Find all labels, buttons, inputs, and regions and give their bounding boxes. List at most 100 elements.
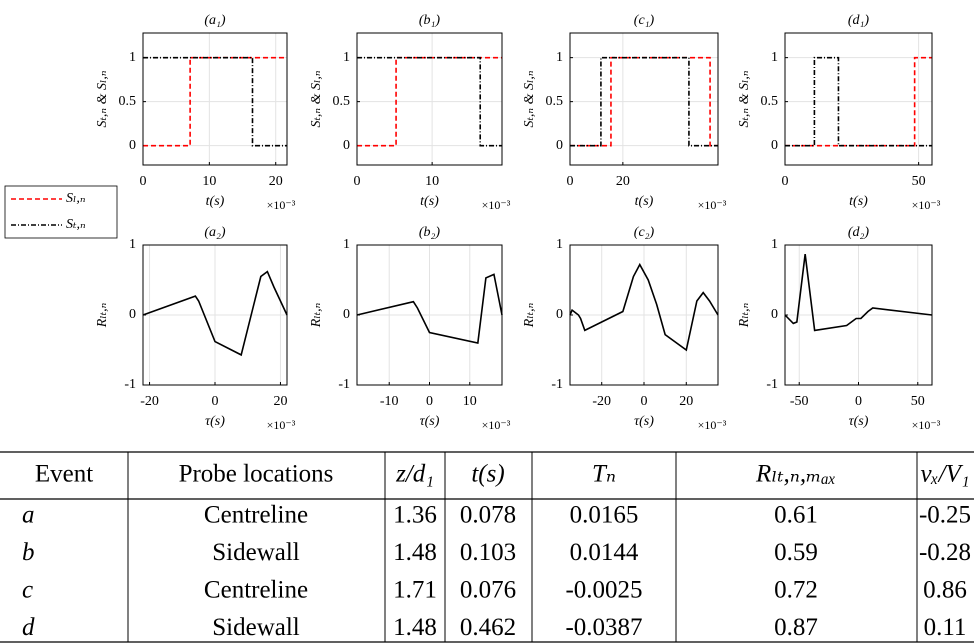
table-cell: b bbox=[22, 539, 35, 566]
chart-title: (a₁) bbox=[204, 13, 226, 28]
data-line bbox=[143, 56, 287, 147]
y-tick-label: 1 bbox=[556, 237, 563, 252]
chart-title: (b₁) bbox=[419, 13, 441, 28]
x-tick-label: 0 bbox=[426, 394, 433, 409]
x-multiplier: ×10⁻³ bbox=[912, 418, 941, 432]
x-multiplier: ×10⁻³ bbox=[912, 198, 941, 212]
x-multiplier: ×10⁻³ bbox=[267, 418, 296, 432]
table-cell: 0.0144 bbox=[570, 539, 639, 566]
y-tick-label: 1 bbox=[129, 237, 136, 252]
x-tick-label: 20 bbox=[269, 174, 283, 189]
table-cell: -0.0387 bbox=[565, 614, 642, 641]
table-cell: -0.25 bbox=[919, 502, 971, 529]
y-tick-label: 0 bbox=[129, 307, 136, 322]
chart-title: (a₂) bbox=[204, 225, 226, 240]
table-cell: Sidewall bbox=[212, 539, 300, 566]
data-line bbox=[143, 56, 287, 147]
y-tick-label: -1 bbox=[338, 377, 350, 392]
x-tick-label: 0 bbox=[212, 394, 219, 409]
y-axis-label: Rₗₜ,ₙ bbox=[95, 302, 110, 328]
x-tick-label: 20 bbox=[273, 394, 287, 409]
table-cell: 0.86 bbox=[923, 577, 967, 604]
chart-title: (c₂) bbox=[634, 225, 655, 240]
y-axis-label: Rₗₜ,ₙ bbox=[737, 302, 752, 328]
x-tick-label: -20 bbox=[592, 394, 611, 409]
x-axis-label: τ(s) bbox=[420, 414, 440, 429]
y-axis-label: Rₗₜ,ₙ bbox=[309, 302, 324, 328]
x-tick-label: 0 bbox=[354, 174, 361, 189]
y-tick-label: 0 bbox=[556, 138, 563, 153]
table-cell: Centreline bbox=[204, 577, 308, 604]
y-axis-label: Sₜ,ₙ & Sₗ,ₙ bbox=[522, 70, 537, 127]
y-tick-label: 0.5 bbox=[546, 94, 564, 109]
x-axis-label: t(s) bbox=[420, 194, 439, 209]
y-tick-label: 0.5 bbox=[119, 94, 137, 109]
table-cell: d bbox=[22, 614, 35, 641]
data-line bbox=[142, 270, 288, 357]
y-tick-label: -1 bbox=[551, 377, 563, 392]
table-header: Event bbox=[35, 461, 93, 488]
data-line bbox=[570, 56, 718, 147]
table: Event Probe locations z/d₁ t(s) Tₙ Rₗₜ,ₙ,ₘₐₓ v… bbox=[0, 451, 974, 643]
table-header: Probe locations bbox=[179, 461, 334, 488]
plot-frame bbox=[784, 244, 933, 386]
x-multiplier: ×10⁻³ bbox=[698, 418, 727, 432]
chart-title: (d₁) bbox=[848, 13, 870, 28]
y-tick-label: 0 bbox=[556, 307, 563, 322]
x-tick-label: 10 bbox=[202, 174, 216, 189]
data-line bbox=[570, 56, 718, 147]
y-tick-label: 0 bbox=[343, 138, 350, 153]
x-multiplier: ×10⁻³ bbox=[482, 418, 511, 432]
table-header: z/d₁ bbox=[395, 461, 434, 488]
plot-area bbox=[785, 33, 932, 165]
plot-area bbox=[570, 33, 718, 165]
plot-area bbox=[143, 33, 287, 165]
legend-label: Sₜ,ₙ bbox=[66, 217, 86, 232]
table-cell: Centreline bbox=[204, 502, 308, 529]
plot-area bbox=[357, 33, 502, 165]
x-axis-label: τ(s) bbox=[205, 414, 225, 429]
x-tick-label: 0 bbox=[567, 174, 574, 189]
x-tick-label: 10 bbox=[463, 394, 477, 409]
table-cell: 0.11 bbox=[924, 614, 967, 641]
plot-frame bbox=[356, 32, 503, 166]
y-tick-label: 0 bbox=[771, 138, 778, 153]
x-tick-label: 0 bbox=[782, 174, 789, 189]
table-cell: 0.462 bbox=[460, 614, 516, 641]
x-tick-label: 20 bbox=[616, 174, 630, 189]
x-multiplier: ×10⁻³ bbox=[482, 198, 511, 212]
x-axis-label: t(s) bbox=[849, 194, 868, 209]
table-cell: -0.0025 bbox=[565, 577, 642, 604]
x-tick-label: 0 bbox=[140, 174, 147, 189]
y-tick-label: -1 bbox=[124, 377, 136, 392]
y-tick-label: -1 bbox=[766, 377, 778, 392]
chart-title: (b₂) bbox=[419, 225, 441, 240]
table-cell: 0.078 bbox=[460, 502, 516, 529]
x-multiplier: ×10⁻³ bbox=[698, 198, 727, 212]
table-cell: 0.87 bbox=[774, 614, 818, 641]
y-tick-label: 1 bbox=[771, 50, 778, 65]
x-tick-label: 50 bbox=[912, 174, 926, 189]
x-tick-label: 0 bbox=[641, 394, 648, 409]
table-cell: 0.0165 bbox=[570, 502, 639, 529]
x-axis-label: τ(s) bbox=[849, 414, 869, 429]
table-cell: -0.28 bbox=[919, 539, 971, 566]
table-cell: 1.48 bbox=[393, 539, 437, 566]
y-axis-label: Sₜ,ₙ & Sₗ,ₙ bbox=[95, 70, 110, 127]
y-tick-label: 0.5 bbox=[333, 94, 351, 109]
x-axis-label: τ(s) bbox=[634, 414, 654, 429]
legend-box bbox=[4, 185, 118, 239]
y-tick-label: 0 bbox=[771, 307, 778, 322]
y-axis-label: Sₜ,ₙ & Sₗ,ₙ bbox=[309, 70, 324, 127]
plot-frame bbox=[142, 244, 288, 386]
table-cell: 0.59 bbox=[774, 539, 818, 566]
table-header: t(s) bbox=[471, 461, 504, 488]
x-tick-label: -10 bbox=[380, 394, 399, 409]
x-axis-label: t(s) bbox=[635, 194, 654, 209]
x-tick-label: -20 bbox=[140, 394, 159, 409]
x-tick-label: 10 bbox=[425, 174, 439, 189]
data-line bbox=[569, 262, 719, 352]
data-line bbox=[784, 254, 933, 332]
chart-title: (d₂) bbox=[848, 225, 870, 240]
